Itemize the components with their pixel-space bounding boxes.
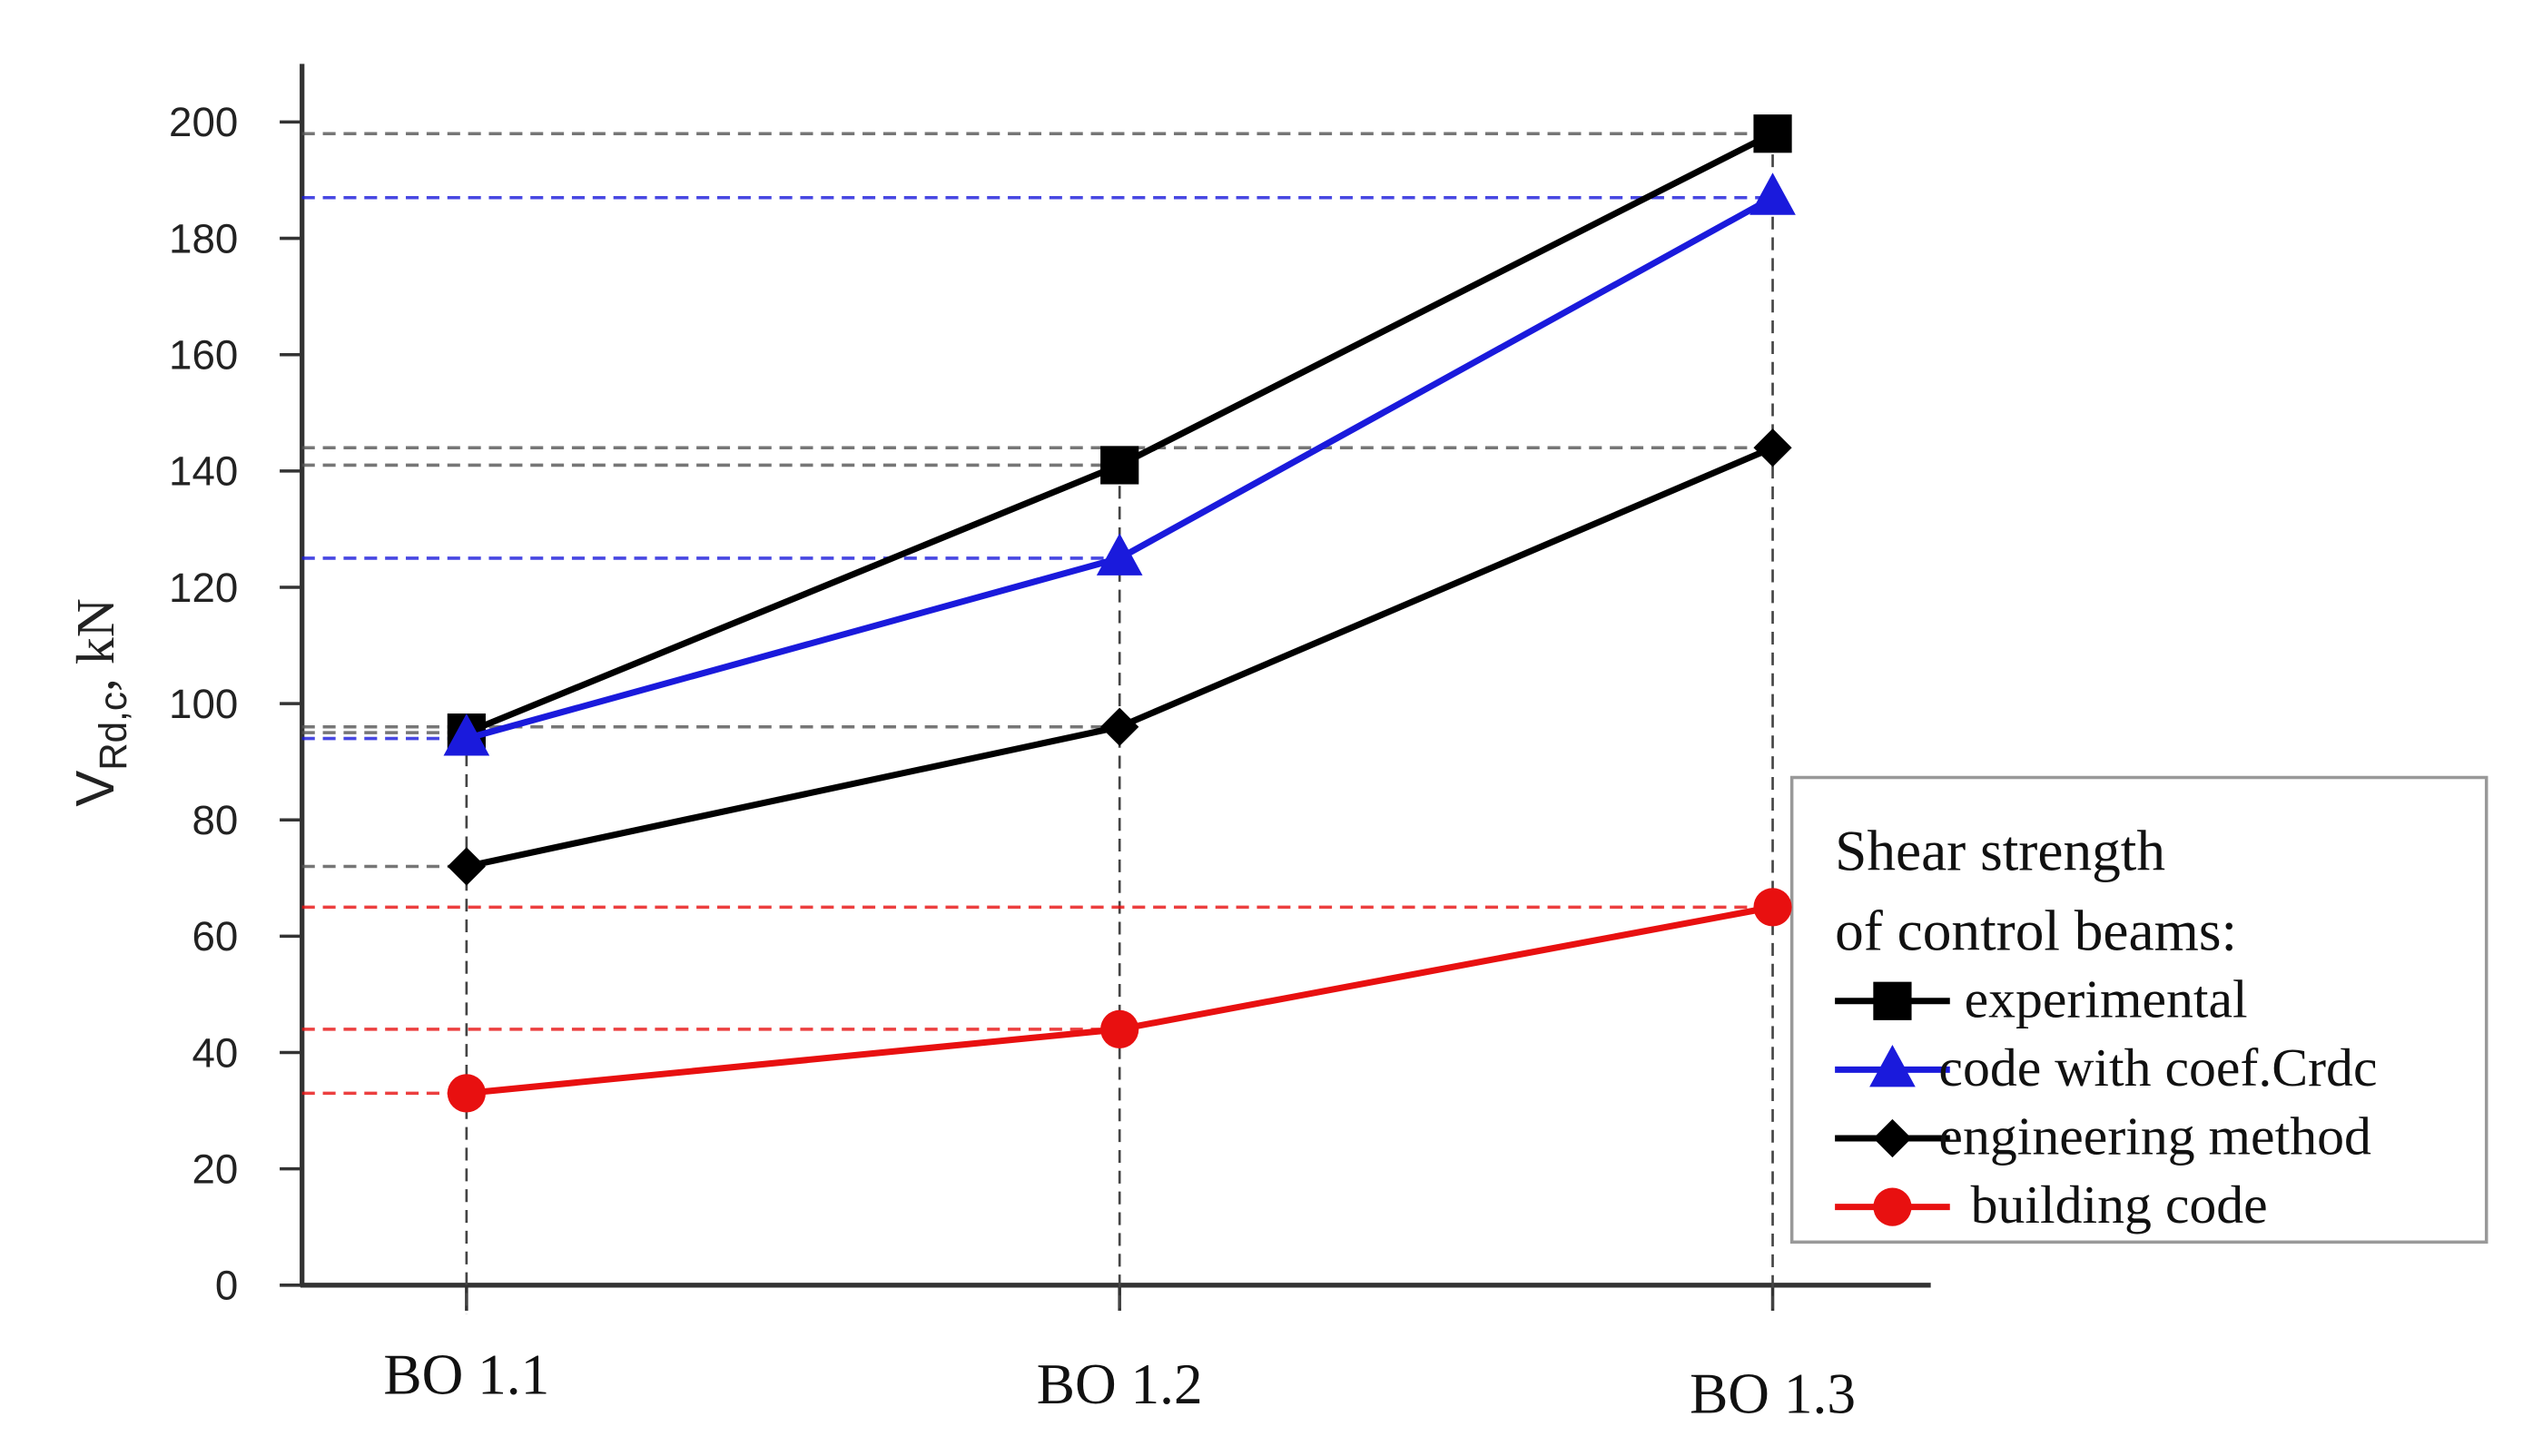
marker [1873,981,1912,1020]
marker [1753,888,1792,927]
marker [1100,1009,1139,1049]
legend-label: experimental [1965,969,2248,1028]
y-tick-label: 200 [169,99,238,145]
marker [1749,172,1796,215]
y-tick-label: 140 [169,448,238,495]
marker [1869,1044,1916,1087]
y-axis-label: VRd,c, kN [64,598,134,807]
legend-label: building code [1971,1175,2268,1235]
marker [443,713,490,756]
marker [1100,446,1139,485]
x-tick-label: BO 1.2 [1037,1353,1203,1416]
marker [1096,533,1143,576]
x-tick-label: BO 1.1 [383,1343,549,1406]
x-tick-label: BO 1.3 [1690,1363,1856,1426]
y-label-subscript: Rd,c [92,692,134,771]
legend-title: Shear strength [1835,820,2165,883]
legend-label: engineering method [1938,1107,2371,1166]
y-tick-label: 160 [169,332,238,379]
y-tick-label: 40 [192,1029,238,1076]
marker [1873,1187,1912,1226]
y-tick-label: 180 [169,215,238,261]
legend-label: code with coef.Crdc [1938,1038,2377,1097]
marker [1873,1118,1912,1158]
legend-title: of control beams: [1835,899,2237,962]
y-label-symbol: V [64,771,125,807]
y-tick-label: 60 [192,913,238,959]
marker [1753,428,1792,467]
y-tick-label: 0 [215,1263,238,1309]
y-label-unit: , kN [65,598,125,692]
marker [447,1074,486,1113]
y-tick-label: 100 [169,681,238,727]
y-tick-label: 120 [169,565,238,611]
marker [447,847,486,886]
y-tick-label: 20 [192,1146,238,1193]
y-tick-label: 80 [192,797,238,843]
marker [1753,114,1792,153]
